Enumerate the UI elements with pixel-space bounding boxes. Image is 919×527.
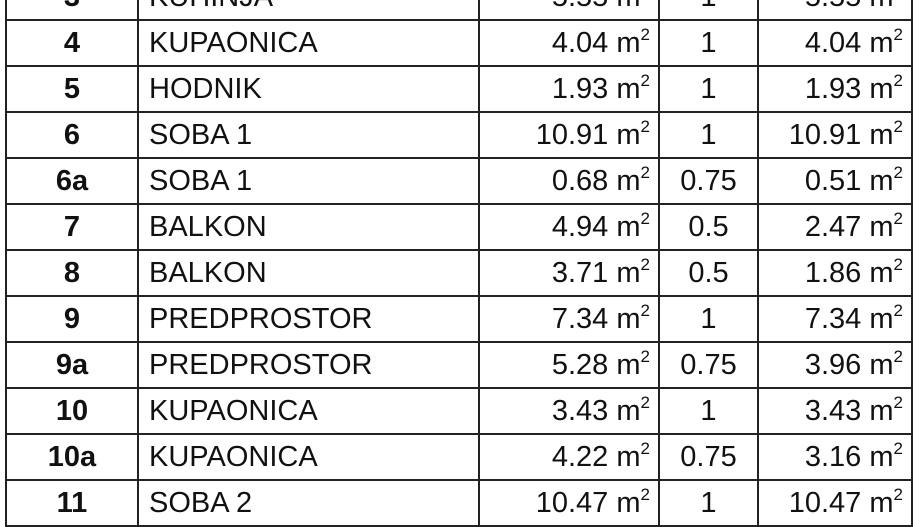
table-row: 9 PREDPROSTOR 7.34 m2 1 7.34 m2 [5, 295, 913, 343]
room-number-cell: 11 [5, 479, 139, 527]
room-name-cell: SOBA 1 [137, 157, 480, 205]
room-name-cell: KUPAONICA [137, 387, 480, 435]
coefficient-cell: 0.75 [658, 341, 759, 389]
room-number-cell: 7 [5, 203, 139, 251]
table-row: 4 KUPAONICA 4.04 m2 1 4.04 m2 [5, 19, 913, 67]
table-row: 5 HODNIK 1.93 m2 1 1.93 m2 [5, 65, 913, 113]
table-row: 8 BALKON 3.71 m2 0.5 1.86 m2 [5, 249, 913, 297]
room-name-cell: BALKON [137, 203, 480, 251]
room-number-cell: 4 [5, 19, 139, 67]
room-number-cell: 10 [5, 387, 139, 435]
room-area-cell: 7.34 m2 [478, 295, 660, 343]
coefficient-cell: 1 [658, 19, 759, 67]
room-name-cell: PREDPROSTOR [137, 341, 480, 389]
room-name-cell: SOBA 2 [137, 479, 480, 527]
coefficient-cell: 1 [658, 65, 759, 113]
room-area-table: 3KUHINJA5.55 m215.55 m24KUPAONICA4.04 m2… [5, 0, 913, 527]
room-name-cell: KUPAONICA [137, 19, 480, 67]
weighted-area-cell: 10.47 m2 [757, 479, 913, 527]
room-number-cell: 6 [5, 111, 139, 159]
table-row: 7 BALKON 4.94 m2 0.5 2.47 m2 [5, 203, 913, 251]
coefficient-cell: 0.75 [658, 433, 759, 481]
table-row: 9a PREDPROSTOR 5.28 m2 0.75 3.96 m2 [5, 341, 913, 389]
table-row: 6 SOBA 1 10.91 m2 1 10.91 m2 [5, 111, 913, 159]
weighted-area-cell: 5.55 m2 [757, 0, 913, 21]
room-name-cell: HODNIK [137, 65, 480, 113]
room-area-cell: 4.04 m2 [478, 19, 660, 67]
room-name-cell: PREDPROSTOR [137, 295, 480, 343]
weighted-area-cell: 1.93 m2 [757, 65, 913, 113]
room-name-cell: KUPAONICA [137, 433, 480, 481]
weighted-area-cell: 1.86 m2 [757, 249, 913, 297]
room-name-cell: SOBA 1 [137, 111, 480, 159]
table-row: 3KUHINJA5.55 m215.55 m2 [5, 0, 913, 21]
weighted-area-cell: 0.51 m2 [757, 157, 913, 205]
table-row: 11 SOBA 2 10.47 m2 1 10.47 m2 [5, 479, 913, 527]
room-area-cell: 3.71 m2 [478, 249, 660, 297]
coefficient-cell: 1 [658, 387, 759, 435]
coefficient-cell: 1 [658, 0, 759, 21]
table-body: 3KUHINJA5.55 m215.55 m24KUPAONICA4.04 m2… [5, 0, 913, 527]
coefficient-cell: 1 [658, 479, 759, 527]
coefficient-cell: 1 [658, 295, 759, 343]
room-area-cell: 5.28 m2 [478, 341, 660, 389]
weighted-area-cell: 4.04 m2 [757, 19, 913, 67]
weighted-area-cell: 3.96 m2 [757, 341, 913, 389]
weighted-area-cell: 3.16 m2 [757, 433, 913, 481]
room-number-cell: 10a [5, 433, 139, 481]
room-area-cell: 3.43 m2 [478, 387, 660, 435]
room-area-cell: 4.94 m2 [478, 203, 660, 251]
room-area-cell: 1.93 m2 [478, 65, 660, 113]
room-area-cell: 10.91 m2 [478, 111, 660, 159]
room-name-cell: KUHINJA [137, 0, 480, 21]
room-area-cell: 4.22 m2 [478, 433, 660, 481]
table-row: 10a KUPAONICA 4.22 m2 0.75 3.16 m2 [5, 433, 913, 481]
coefficient-cell: 1 [658, 111, 759, 159]
room-area-cell: 5.55 m2 [478, 0, 660, 21]
room-name-cell: BALKON [137, 249, 480, 297]
room-number-cell: 5 [5, 65, 139, 113]
coefficient-cell: 0.75 [658, 157, 759, 205]
coefficient-cell: 0.5 [658, 249, 759, 297]
weighted-area-cell: 7.34 m2 [757, 295, 913, 343]
room-number-cell: 6a [5, 157, 139, 205]
room-number-cell: 3 [5, 0, 139, 21]
table-row: 6a SOBA 1 0.68 m2 0.75 0.51 m2 [5, 157, 913, 205]
table-row: 10 KUPAONICA 3.43 m2 1 3.43 m2 [5, 387, 913, 435]
weighted-area-cell: 2.47 m2 [757, 203, 913, 251]
weighted-area-cell: 3.43 m2 [757, 387, 913, 435]
coefficient-cell: 0.5 [658, 203, 759, 251]
room-number-cell: 9 [5, 295, 139, 343]
room-number-cell: 8 [5, 249, 139, 297]
room-area-cell: 0.68 m2 [478, 157, 660, 205]
room-area-cell: 10.47 m2 [478, 479, 660, 527]
room-number-cell: 9a [5, 341, 139, 389]
weighted-area-cell: 10.91 m2 [757, 111, 913, 159]
